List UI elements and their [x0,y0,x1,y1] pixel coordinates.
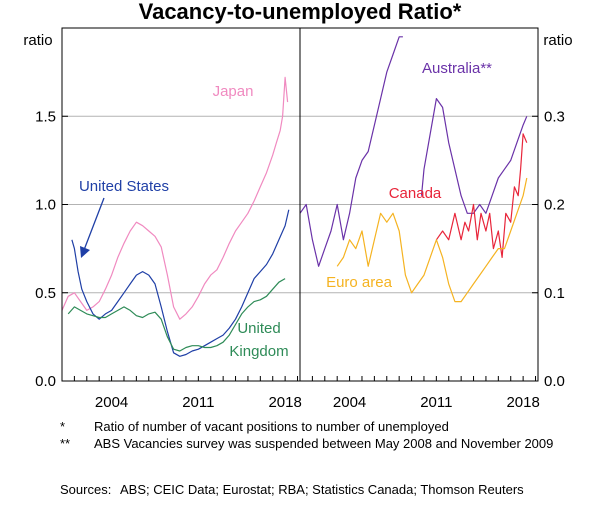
footnote-2: ** ABS Vacancies survey was suspended be… [60,435,580,452]
y-tick-label-right: 0.3 [544,108,565,125]
series-line-euro-area [336,177,528,303]
footnote-1-text: Ratio of number of vacant positions to n… [94,419,449,434]
series-line-united-kingdom [67,278,286,352]
series-label-united-states: United States [79,178,169,195]
footnote-2-text: ABS Vacancies survey was suspended betwe… [94,436,554,451]
series-line-australia [299,36,403,267]
series-line-canada [435,133,528,258]
footnote-1-mark: * [60,419,66,434]
y-tick-label-right: 0.1 [544,285,565,302]
frame-layer: 0.0 0.5 1.0 1.5 ratio 2004 2011 2018 0.0 0.1 0.2 0.… [23,27,573,411]
x-tick-label-right: 2004 [333,394,366,411]
footnotes: * Ratio of number of vacant positions to… [60,418,580,452]
series-label-canada: Canada [389,185,442,202]
sources-text: ABS; CEIC Data; Eurostat; RBA; Statistic… [120,482,524,497]
series-label-united-kingdom: United [237,320,280,337]
y-tick-label-left: 0.5 [35,285,56,302]
y-axis-title-right: ratio [543,32,572,49]
footnote-2-mark: ** [60,436,71,451]
series-line-australia [420,97,528,214]
y-tick-label-right: 0.2 [544,197,565,214]
chart-title: Vacancy-to-unemployed Ratio* [139,0,462,24]
sources-label: Sources: [60,482,112,497]
x-tick-label-right: 2011 [420,394,452,411]
y-tick-label-left: 1.5 [35,108,56,125]
x-tick-label-left: 2011 [182,394,214,411]
x-tick-label-right: 2018 [506,394,539,411]
x-tick-label-left: 2004 [95,394,128,411]
y-tick-label-left: 1.0 [35,197,56,214]
series-label-japan: Japan [213,83,254,100]
label-layer: Japan United States United Kingdom Australia… [79,60,492,360]
panel-frame-right [299,27,539,382]
vacancy-ratio-chart: Vacancy-to-unemployed Ratio* 0.0 0.5 1.0 1.… [23,0,573,411]
y-tick-label-right: 0.0 [544,373,565,390]
x-tick-label-left: 2018 [268,394,301,411]
y-axis-title-left: ratio [23,32,52,49]
y-tick-label-left: 0.0 [35,373,56,390]
sources: Sources: ABS; CEIC Data; Eurostat; RBA; … [60,481,580,498]
series-label-australia: Australia** [422,60,492,77]
series-label-euro-area: Euro area [326,274,393,291]
series-line-united-states [71,209,290,357]
series-line-japan [61,76,289,320]
us-pointer-arrowhead [80,246,90,258]
series-label-united-kingdom: Kingdom [229,343,288,360]
series-layer [61,36,528,357]
us-pointer-arrow [83,197,105,251]
footnote-1: * Ratio of number of vacant positions to… [60,418,580,435]
